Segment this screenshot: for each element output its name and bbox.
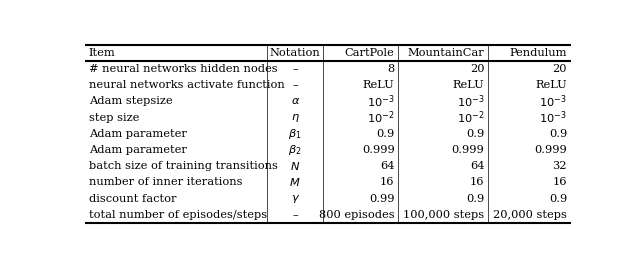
Text: Adam stepsize: Adam stepsize	[89, 96, 173, 106]
Text: $\eta$: $\eta$	[291, 112, 300, 124]
Text: step size: step size	[89, 113, 140, 123]
Text: 16: 16	[470, 177, 484, 187]
Text: $10^{-3}$: $10^{-3}$	[540, 109, 567, 126]
Text: –: –	[292, 80, 298, 90]
Text: $10^{-2}$: $10^{-2}$	[457, 109, 484, 126]
Text: number of inner iterations: number of inner iterations	[89, 177, 243, 187]
Text: discount factor: discount factor	[89, 194, 177, 204]
Text: 8: 8	[387, 64, 394, 74]
Text: Adam parameter: Adam parameter	[89, 129, 187, 139]
Text: Adam parameter: Adam parameter	[89, 145, 187, 155]
Text: 20: 20	[470, 64, 484, 74]
Text: batch size of training transitions: batch size of training transitions	[89, 161, 278, 171]
Text: –: –	[292, 210, 298, 220]
Text: $N$: $N$	[290, 160, 300, 172]
Text: $M$: $M$	[289, 176, 301, 188]
Text: Pendulum: Pendulum	[509, 48, 567, 58]
Text: 800 episodes: 800 episodes	[319, 210, 394, 220]
Text: 20,000 steps: 20,000 steps	[493, 210, 567, 220]
Text: 64: 64	[380, 161, 394, 171]
Text: $10^{-2}$: $10^{-2}$	[367, 109, 394, 126]
Text: 0.9: 0.9	[466, 129, 484, 139]
Text: ReLU: ReLU	[363, 80, 394, 90]
Text: CartPole: CartPole	[345, 48, 394, 58]
Text: $10^{-3}$: $10^{-3}$	[367, 93, 394, 110]
Text: 16: 16	[380, 177, 394, 187]
Text: Notation: Notation	[270, 48, 321, 58]
Text: $10^{-3}$: $10^{-3}$	[457, 93, 484, 110]
Text: neural networks activate function: neural networks activate function	[89, 80, 285, 90]
Text: 64: 64	[470, 161, 484, 171]
Text: ReLU: ReLU	[452, 80, 484, 90]
Text: –: –	[292, 64, 298, 74]
Text: total number of episodes/steps: total number of episodes/steps	[89, 210, 267, 220]
Text: 0.9: 0.9	[466, 194, 484, 204]
Text: 0.9: 0.9	[549, 129, 567, 139]
Text: $\alpha$: $\alpha$	[291, 96, 300, 106]
Text: $\beta_2$: $\beta_2$	[289, 143, 302, 157]
Text: 20: 20	[552, 64, 567, 74]
Text: 0.99: 0.99	[369, 194, 394, 204]
Text: 100,000 steps: 100,000 steps	[403, 210, 484, 220]
Text: 0.999: 0.999	[362, 145, 394, 155]
Text: $\beta_1$: $\beta_1$	[289, 127, 302, 141]
Text: MountainCar: MountainCar	[408, 48, 484, 58]
Text: 32: 32	[552, 161, 567, 171]
Text: 0.999: 0.999	[452, 145, 484, 155]
Text: $\gamma$: $\gamma$	[291, 192, 300, 205]
Text: # neural networks hidden nodes: # neural networks hidden nodes	[89, 64, 278, 74]
Text: Item: Item	[89, 48, 116, 58]
Text: $10^{-3}$: $10^{-3}$	[540, 93, 567, 110]
Text: 16: 16	[552, 177, 567, 187]
Text: 0.9: 0.9	[549, 194, 567, 204]
Text: 0.999: 0.999	[534, 145, 567, 155]
Text: 0.9: 0.9	[376, 129, 394, 139]
Text: ReLU: ReLU	[535, 80, 567, 90]
